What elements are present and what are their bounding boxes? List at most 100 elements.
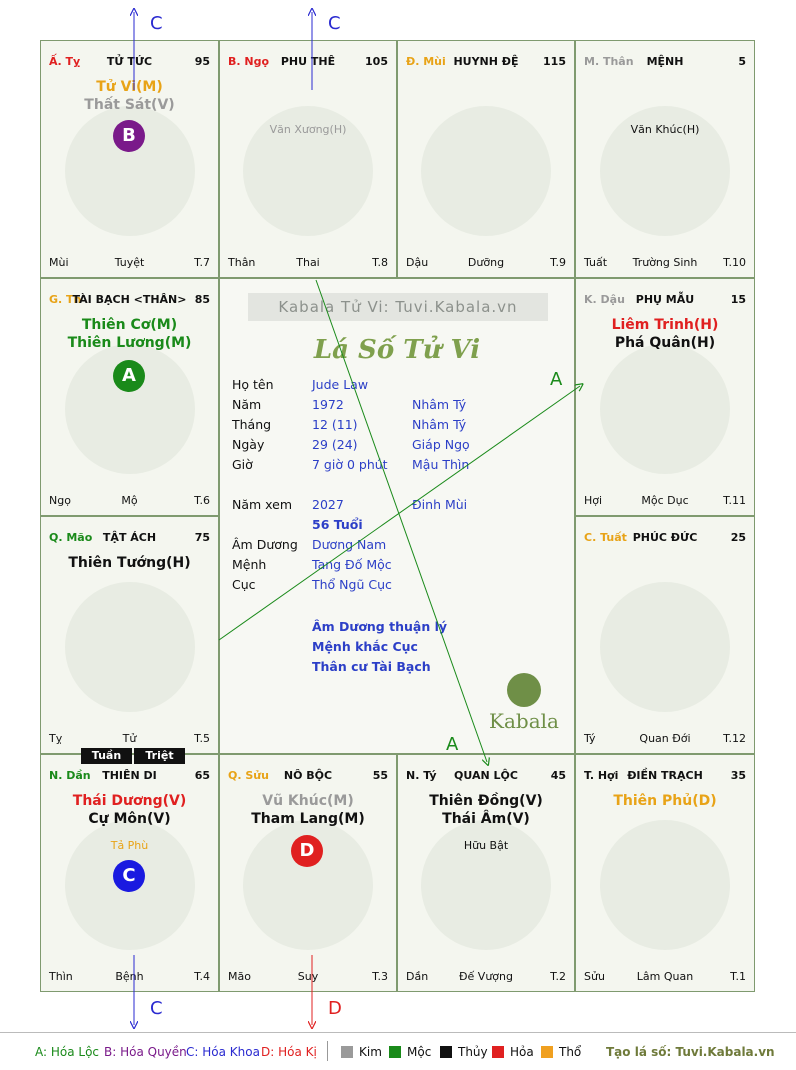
zodiac-animal-icon	[600, 819, 730, 950]
info-row: Ngày 29 (24) Giáp Ngọ	[220, 437, 574, 453]
zodiac-animal-icon	[243, 105, 373, 236]
palace-header: Đ. Mùi HUYNH ĐỆ 115	[406, 55, 566, 71]
palace-footer-branch: Mão	[228, 970, 251, 983]
palace-ty[interactable]: Ấ. Tỵ TỬ TỨC 95 Tử Vi(M) Thất Sát(V) Mùi Tuyệt…	[40, 40, 219, 278]
major-star: Thất Sát(V)	[84, 97, 175, 113]
palace-mao[interactable]: Q. Mão TẬT ÁCH 75 Thiên Tướng(H) Tỵ Tử T.5	[40, 516, 219, 754]
minor-star: Văn Khúc(H)	[630, 123, 700, 136]
badge-c-hoa-khoa: C	[113, 860, 145, 892]
legend-moc: Mộc	[407, 1045, 432, 1059]
badge-d-hoa-ki: D	[291, 835, 323, 867]
zodiac-animal-icon	[421, 819, 551, 950]
palace-footer-stage: Tuyệt	[114, 256, 145, 269]
palace-name: NÔ BỘC	[283, 769, 333, 782]
palace-footer: Thìn Bệnh T.4	[49, 970, 210, 984]
info-value: Dương Nam	[312, 537, 387, 552]
palace-thin[interactable]: G. Th TÀI BẠCH <THÂN> 85 Thiên Cơ(M) Thiên L…	[40, 278, 219, 516]
palace-age: 15	[730, 293, 746, 306]
palace-footer-stage: Thai	[296, 256, 320, 269]
zodiac-animal-icon	[421, 105, 551, 236]
palace-stem-branch: G. Th	[49, 293, 82, 306]
note-am-duong: Âm Dương thuận lý	[312, 619, 448, 634]
info-row: Năm 1972 Nhâm Tý	[220, 397, 574, 413]
swatch-hoa	[492, 1046, 504, 1058]
palace-age: 85	[194, 293, 210, 306]
palace-header: T. Hợi ĐIỀN TRẠCH 35	[584, 769, 746, 785]
legend-thuy: Thủy	[458, 1045, 488, 1059]
palace-footer-month: T.1	[730, 970, 746, 983]
info-canchi: Nhâm Tý	[412, 417, 467, 432]
palace-footer-month: T.5	[194, 732, 210, 745]
swatch-tho	[541, 1046, 553, 1058]
label-c-top-1: C	[150, 13, 163, 34]
kabala-logo: Kabala	[482, 673, 566, 733]
kabala-brand-text: Kabala	[489, 709, 559, 733]
center-info-panel: Kabala Tử Vi: Tuvi.Kabala.vn Lá Số Tử Vi…	[219, 278, 575, 754]
palace-footer: Sửu Lâm Quan T.1	[584, 970, 746, 984]
palace-footer: Tuất Trường Sinh T.10	[584, 256, 746, 270]
palace-than[interactable]: M. Thân MỆNH 5 Văn Khúc(H) Tuất Trường Sinh T.…	[575, 40, 755, 278]
swatch-moc	[389, 1046, 401, 1058]
legend-hoa: Hỏa	[510, 1045, 534, 1059]
palace-age: 65	[194, 769, 210, 782]
palace-footer-stage: Tử	[122, 732, 137, 745]
palace-header: G. Th TÀI BẠCH <THÂN> 85	[49, 293, 210, 309]
palace-footer-stage: Lâm Quan	[636, 970, 694, 983]
palace-dau[interactable]: K. Dậu PHỤ MẪU 15 Liêm Trinh(H) Phá Quân(H) H…	[575, 278, 755, 516]
info-label: Năm	[232, 397, 262, 412]
major-star: Vũ Khúc(M)	[262, 793, 354, 809]
palace-ngo[interactable]: B. Ngọ PHU THÊ 105 Văn Xương(H) Thân Thai T.8	[219, 40, 397, 278]
minor-star: Hữu Bật	[463, 839, 509, 852]
palace-header: C. Tuất PHÚC ĐỨC 25	[584, 531, 746, 547]
palace-footer-month: T.2	[550, 970, 566, 983]
palace-footer-month: T.9	[550, 256, 566, 269]
major-star: Thái Dương(V)	[72, 793, 187, 809]
info-label: Âm Dương	[232, 537, 298, 552]
palace-footer: Thân Thai T.8	[228, 256, 388, 270]
legend-hoa-ki: D: Hóa Kị	[261, 1045, 317, 1059]
major-star: Cự Môn(V)	[88, 811, 171, 827]
info-canchi: Giáp Ngọ	[412, 437, 470, 452]
label-c-top-2: C	[328, 13, 341, 34]
info-row: Năm xem 2027 Đinh Mùi	[220, 497, 574, 513]
palace-mui[interactable]: Đ. Mùi HUYNH ĐỆ 115 Dậu Dưỡng T.9	[397, 40, 575, 278]
badge-b-hoa-quyen: B	[113, 120, 145, 152]
palace-footer-branch: Dần	[406, 970, 429, 983]
palace-hoi[interactable]: T. Hợi ĐIỀN TRẠCH 35 Thiên Phủ(D) Sửu Lâm Qua…	[575, 754, 755, 992]
palace-stem-branch: N. Tý	[406, 769, 437, 782]
palace-footer-month: T.8	[372, 256, 388, 269]
legend-kim: Kim	[359, 1045, 382, 1059]
palace-tys[interactable]: N. Tý QUAN LỘC 45 Thiên Đồng(V) Thái Âm(V) Hữ…	[397, 754, 575, 992]
info-canchi: Đinh Mùi	[412, 497, 468, 512]
palace-footer-branch: Thân	[228, 256, 256, 269]
palace-dan[interactable]: N. Dần THIÊN DI 65 Thái Dương(V) Cự Môn(V) Tả…	[40, 754, 219, 992]
palace-name: ĐIỀN TRẠCH	[627, 769, 703, 782]
palace-age: 45	[550, 769, 566, 782]
major-star: Thiên Tướng(H)	[68, 555, 191, 571]
info-label: Mệnh	[232, 557, 267, 572]
arrow-a-right	[218, 386, 580, 641]
palace-age: 35	[730, 769, 746, 782]
palace-stem-branch: Q. Mão	[49, 531, 93, 544]
site-link[interactable]: Tạo lá số: Tuvi.Kabala.vn	[606, 1045, 775, 1059]
legend-tho: Thổ	[559, 1045, 582, 1059]
major-star: Tử Vi(M)	[96, 79, 163, 95]
palace-footer: Dậu Dưỡng T.9	[406, 256, 566, 270]
badge-a-hoa-loc: A	[113, 360, 145, 392]
palace-stem-branch: Đ. Mùi	[406, 55, 446, 68]
palace-age: 75	[194, 531, 210, 544]
tree-icon	[507, 673, 541, 707]
palace-name: PHU THÊ	[280, 55, 336, 68]
palace-footer: Tỵ Tử T.5	[49, 732, 210, 746]
palace-footer-branch: Mùi	[49, 256, 69, 269]
info-canchi: Nhâm Tý	[412, 397, 467, 412]
palace-name: HUYNH ĐỆ	[453, 55, 519, 68]
palace-stem-branch: N. Dần	[49, 769, 91, 782]
palace-footer-branch: Thìn	[49, 970, 73, 983]
palace-header: Q. Mão TẬT ÁCH 75	[49, 531, 210, 547]
palace-stem-branch: M. Thân	[584, 55, 634, 68]
palace-footer-stage: Mộ	[121, 494, 138, 507]
palace-footer: Ngọ Mộ T.6	[49, 494, 210, 508]
palace-tuat[interactable]: C. Tuất PHÚC ĐỨC 25 Tý Quan Đới T.12	[575, 516, 755, 754]
